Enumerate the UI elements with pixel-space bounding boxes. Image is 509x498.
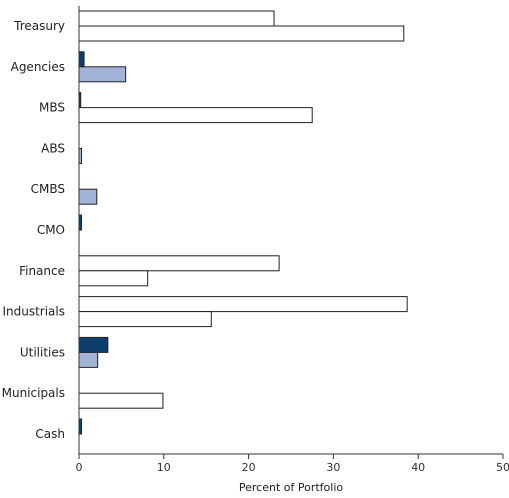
category-label: Finance bbox=[19, 264, 65, 278]
bar-utilities-series-1 bbox=[78, 336, 109, 353]
category-label: CMBS bbox=[31, 182, 65, 196]
x-tick-label: 30 bbox=[326, 461, 340, 474]
x-tick-label: 40 bbox=[411, 461, 425, 474]
x-tick-label: 50 bbox=[496, 461, 509, 474]
category-label: Treasury bbox=[13, 19, 65, 33]
bar-finance-series-1 bbox=[78, 255, 280, 272]
bar-industrials-series-2 bbox=[78, 311, 212, 328]
x-tick-label: 20 bbox=[242, 461, 256, 474]
bar-agencies-series-1 bbox=[78, 51, 85, 68]
bar-mbs-series-2 bbox=[78, 107, 313, 124]
category-label: Agencies bbox=[11, 60, 65, 74]
bar-finance-series-2 bbox=[78, 270, 149, 287]
category-label: MBS bbox=[39, 101, 65, 115]
bar-cmbs-series-2 bbox=[78, 188, 98, 205]
category-label: Municipals bbox=[2, 386, 65, 400]
category-label: Utilities bbox=[20, 345, 65, 359]
x-axis-title: Percent of Portfolio bbox=[239, 481, 344, 494]
bar-industrials-series-1 bbox=[78, 296, 408, 313]
bars bbox=[78, 10, 408, 435]
bar-agencies-series-2 bbox=[78, 66, 127, 83]
category-label: CMO bbox=[37, 223, 65, 237]
bar-municipals-series-2 bbox=[78, 392, 164, 409]
x-axis-ticks: 0 10 20 30 40 50 bbox=[76, 454, 509, 474]
category-label: ABS bbox=[41, 141, 65, 155]
x-tick-label: 10 bbox=[157, 461, 171, 474]
x-tick-label: 0 bbox=[76, 461, 83, 474]
category-label: Cash bbox=[35, 427, 65, 441]
bar-treasury-series-2 bbox=[78, 25, 405, 42]
bar-utilities-series-2 bbox=[78, 351, 99, 368]
category-labels: Treasury Agencies MBS ABS CMBS CMO Finance Indu… bbox=[2, 19, 65, 441]
bar-treasury-series-1 bbox=[78, 10, 275, 27]
category-label: Industrials bbox=[2, 305, 65, 319]
